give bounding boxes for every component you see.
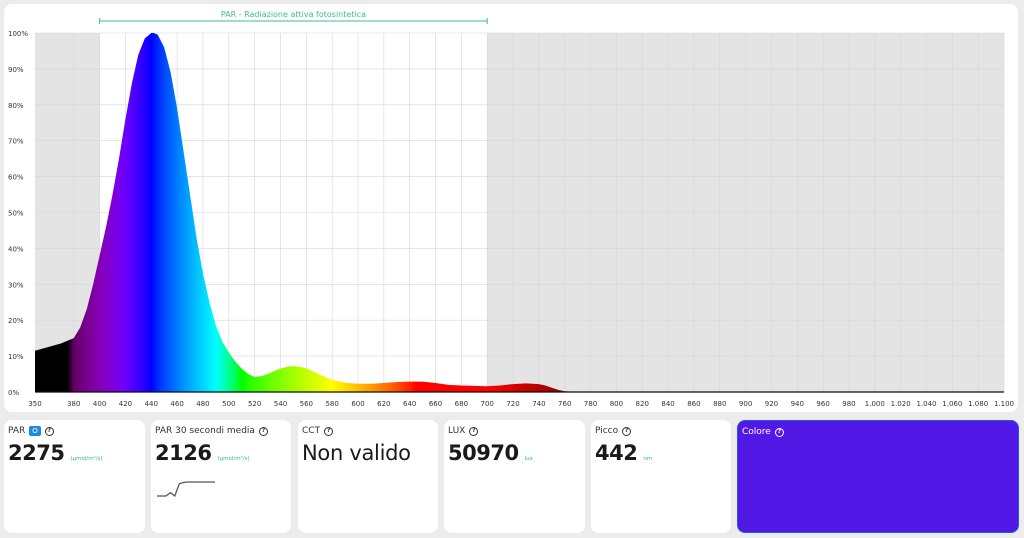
y-tick-label: 50% [8, 210, 24, 218]
y-tick-label: 100% [8, 30, 28, 38]
par-card: PAR O ? 2275 (μmol/m²/s) [4, 420, 145, 533]
x-tick-label: 840 [661, 400, 674, 408]
question-circle-icon[interactable]: ? [44, 426, 54, 436]
x-tick-label: 440 [145, 400, 158, 408]
x-tick-label: 760 [558, 400, 571, 408]
x-tick-label: 580 [325, 400, 338, 408]
y-tick-label: 60% [8, 174, 24, 182]
x-tick-label: 540 [274, 400, 287, 408]
x-tick-label: 940 [791, 400, 804, 408]
x-tick-label: 560 [300, 400, 313, 408]
x-tick-label: 780 [584, 400, 597, 408]
peak-value-row: 442 nm [595, 441, 652, 465]
x-tick-label: 1.060 [942, 400, 962, 408]
x-tick-label: 800 [610, 400, 623, 408]
lux-unit: lux [524, 456, 533, 462]
spectrum-chart-card: PAR - Radiazione attiva fotosintetica 0% 1… [4, 4, 1018, 412]
question-circle-icon[interactable]: ? [469, 426, 479, 436]
cct-card-label: CCT [302, 426, 321, 436]
cct-value: Non valido [302, 441, 411, 465]
x-tick-label: 820 [636, 400, 649, 408]
x-tick-label: 480 [196, 400, 209, 408]
x-tick-label: 720 [506, 400, 519, 408]
lux-value: 50970 [448, 441, 519, 465]
par-card-label: PAR [8, 426, 26, 436]
y-tick-label: 20% [8, 317, 24, 325]
x-tick-label: 960 [816, 400, 829, 408]
x-tick-label: 1.100 [994, 400, 1014, 408]
par-value-row: 2275 (μmol/m²/s) [8, 441, 103, 465]
lux-value-row: 50970 lux [448, 441, 533, 465]
x-tick-label: 620 [377, 400, 390, 408]
par-card-title: PAR O ? [8, 426, 54, 436]
x-tick-label: 1.080 [968, 400, 988, 408]
question-circle-icon[interactable]: ? [324, 426, 334, 436]
x-tick-label: 460 [170, 400, 183, 408]
cct-card: CCT ? Non valido [298, 420, 438, 533]
y-tick-label: 40% [8, 245, 24, 253]
x-tick-label: 900 [739, 400, 752, 408]
metrics-cards: PAR O ? 2275 (μmol/m²/s) PAR 30 secondi … [4, 420, 1020, 534]
cct-value-row: Non valido [302, 441, 411, 465]
par-30s-sparkline [157, 481, 215, 498]
par-30s-value-row: 2126 (μmol/m²/s) [155, 441, 250, 465]
par-band-label: PAR - Radiazione attiva fotosintetica [221, 10, 366, 19]
peak-unit: nm [643, 456, 653, 462]
peak-value: 442 [595, 441, 638, 465]
color-card-label: Colore [742, 427, 771, 437]
par-value: 2275 [8, 441, 65, 465]
peak-card-title: Picco ? [595, 426, 632, 436]
y-tick-label: 90% [8, 66, 24, 74]
par-30s-average-card: PAR 30 secondi media ? 2126 (μmol/m²/s) [151, 420, 291, 533]
par-30s-unit: (μmol/m²/s) [217, 456, 250, 462]
peak-card: Picco ? 442 nm [591, 420, 731, 533]
x-tick-label: 700 [481, 400, 494, 408]
question-circle-icon[interactable]: ? [258, 426, 268, 436]
spectrum-chart: PAR - Radiazione attiva fotosintetica 0% 1… [8, 10, 1014, 408]
x-tick-label: 860 [687, 400, 700, 408]
x-tick-label: 350 [28, 400, 41, 408]
color-card-title: Colore ? [742, 427, 784, 437]
question-circle-icon[interactable]: ? [774, 427, 784, 437]
lux-card-title: LUX ? [448, 426, 479, 436]
y-tick-label: 0% [8, 389, 19, 397]
cct-card-title: CCT ? [302, 426, 334, 436]
y-tick-label: 70% [8, 138, 24, 146]
x-tick-label: 680 [455, 400, 468, 408]
x-tick-label: 920 [765, 400, 778, 408]
x-tick-label: 640 [403, 400, 416, 408]
question-circle-icon[interactable]: ? [622, 426, 632, 436]
x-tick-label: 1.040 [916, 400, 936, 408]
par-30s-value: 2126 [155, 441, 212, 465]
y-tick-label: 30% [8, 281, 24, 289]
x-tick-label: 660 [429, 400, 442, 408]
spectrum-area [35, 33, 1004, 392]
sparkline-line [157, 481, 215, 498]
y-tick-label: 80% [8, 102, 24, 110]
x-tick-label: 400 [93, 400, 106, 408]
par-unit: (μmol/m²/s) [70, 456, 103, 462]
x-tick-label: 1.000 [865, 400, 885, 408]
x-tick-label: 520 [248, 400, 261, 408]
x-tick-label: 1.020 [891, 400, 911, 408]
par-30s-card-title: PAR 30 secondi media ? [155, 426, 268, 436]
x-tick-label: 600 [351, 400, 364, 408]
lux-card-label: LUX [448, 426, 466, 436]
x-tick-label: 880 [713, 400, 726, 408]
x-tick-label: 980 [842, 400, 855, 408]
par-info-badge[interactable]: O [29, 426, 41, 436]
lux-card: LUX ? 50970 lux [444, 420, 585, 533]
color-card: Colore ? [737, 420, 1019, 533]
x-tick-label: 380 [67, 400, 80, 408]
y-tick-label: 10% [8, 353, 24, 361]
par-30s-card-label: PAR 30 secondi media [155, 426, 255, 436]
x-tick-label: 500 [222, 400, 235, 408]
peak-card-label: Picco [595, 426, 619, 436]
x-tick-label: 740 [532, 400, 545, 408]
x-tick-label: 420 [119, 400, 132, 408]
